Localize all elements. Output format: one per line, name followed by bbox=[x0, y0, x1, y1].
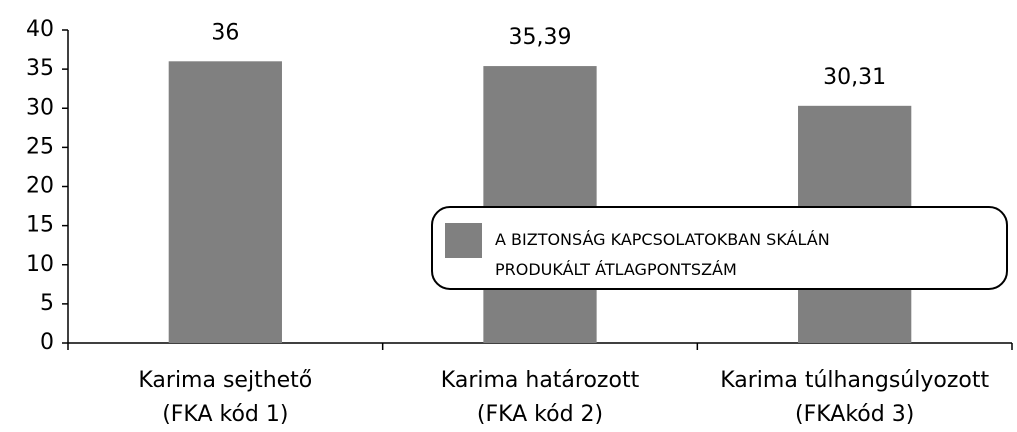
y-tick-label: 35 bbox=[26, 56, 54, 81]
y-tick-label: 30 bbox=[26, 95, 54, 120]
x-tick-label: Karima határozott (FKA kód 2) bbox=[441, 368, 640, 427]
y-tick-label: 20 bbox=[26, 174, 54, 199]
legend-swatch bbox=[445, 223, 482, 258]
y-tick-label: 40 bbox=[26, 17, 54, 42]
x-tick-label: Karima túlhangsúlyozott (FKAkód 3) bbox=[720, 368, 989, 427]
x-tick-label: Karima sejthető (FKA kód 1) bbox=[138, 368, 312, 427]
y-tick-label: 5 bbox=[40, 291, 54, 316]
legend-label: A BIZTONSÁG KAPCSOLATOKBAN SKÁLÁN PRODUKÁ… bbox=[495, 230, 830, 279]
y-tick-label: 25 bbox=[26, 134, 54, 159]
bar bbox=[483, 66, 597, 344]
legend-box bbox=[431, 206, 1008, 290]
value-label: 36 bbox=[211, 20, 239, 45]
value-label: 30,31 bbox=[823, 65, 886, 90]
y-tick-label: 15 bbox=[26, 213, 54, 238]
bar bbox=[168, 61, 282, 344]
y-tick-label: 10 bbox=[26, 252, 54, 277]
y-tick-label: 0 bbox=[40, 330, 54, 355]
value-label: 35,39 bbox=[509, 25, 572, 50]
